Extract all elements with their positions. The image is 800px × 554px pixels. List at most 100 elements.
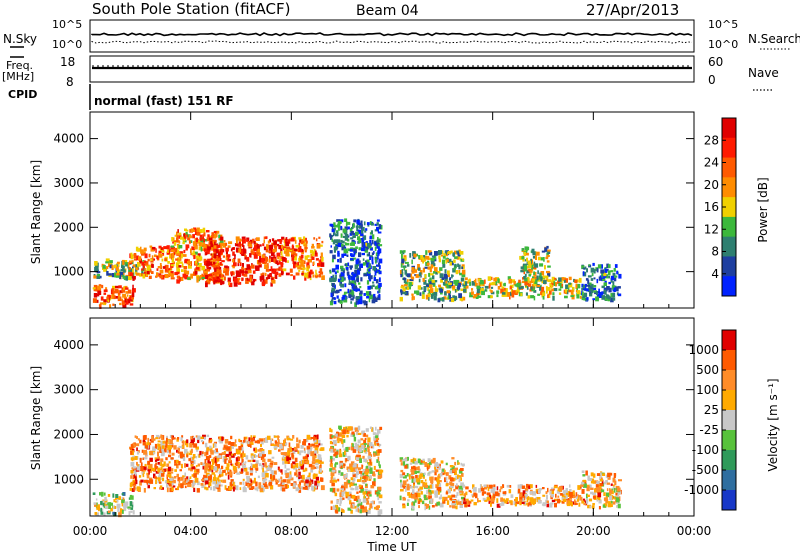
power-cell-r8 bbox=[545, 286, 548, 291]
velocity-cell-r2 bbox=[370, 501, 374, 505]
velocity-cell-r4 bbox=[562, 498, 567, 502]
power-cell-r6 bbox=[373, 276, 376, 281]
velocity-cell-r4 bbox=[561, 500, 565, 504]
velocity-cell-r0 bbox=[115, 494, 119, 499]
power-cell-r4 bbox=[215, 249, 219, 254]
power-cell-r9 bbox=[537, 251, 540, 256]
power-cell-r7 bbox=[425, 294, 429, 300]
velocity-cell-r1 bbox=[211, 459, 214, 462]
power-cell-r2 bbox=[149, 245, 153, 248]
power-cell-r9 bbox=[534, 279, 538, 284]
power-cell-r6 bbox=[353, 219, 357, 223]
power-cell-r5 bbox=[287, 260, 289, 263]
velocity-cell-r1 bbox=[215, 462, 218, 467]
velocity-cell-r1 bbox=[143, 479, 147, 483]
power-cell-r10 bbox=[593, 285, 597, 288]
velocity-cell-r1 bbox=[190, 456, 193, 462]
velocity-cell-r1 bbox=[179, 451, 183, 456]
velocity-cell-r2 bbox=[329, 480, 334, 483]
velocity-cell-r4 bbox=[472, 484, 475, 489]
velocity-cell-r2 bbox=[355, 508, 360, 512]
nsky-label: N.Sky bbox=[3, 32, 37, 46]
power-cell-r3 bbox=[207, 234, 210, 238]
velocity-cell-r3 bbox=[413, 492, 417, 495]
velocity-cell-r1 bbox=[228, 460, 232, 464]
velocity-cell-r2 bbox=[343, 465, 346, 469]
power-cell-r4 bbox=[239, 262, 242, 267]
velocity-cell-r1 bbox=[206, 434, 210, 437]
velocity-cell-r3 bbox=[430, 459, 435, 464]
power-cell-r6 bbox=[333, 222, 336, 226]
velocity-cell-r1 bbox=[204, 477, 209, 482]
velocity-cell-r2 bbox=[359, 458, 362, 463]
power-cell-r8 bbox=[464, 281, 468, 286]
power-cell-r3 bbox=[211, 253, 213, 259]
velocity-cell-r0 bbox=[100, 501, 103, 506]
power-cell-r5 bbox=[292, 252, 296, 256]
velocity-cell-r1 bbox=[255, 460, 259, 465]
velocity-cell-r4 bbox=[496, 486, 499, 491]
velocity-cell-r2 bbox=[334, 463, 337, 468]
velocity-cell-r5 bbox=[603, 492, 606, 496]
velocity-cell-r2 bbox=[376, 459, 379, 463]
power-cell-r3 bbox=[185, 229, 189, 232]
power-cell-r4 bbox=[256, 244, 259, 247]
velocity-cell-r1 bbox=[243, 437, 246, 442]
power-cell-r7 bbox=[439, 273, 444, 278]
power-cell-r4 bbox=[267, 274, 271, 279]
power-cell-r4 bbox=[219, 273, 222, 278]
power-cell-r0 bbox=[99, 302, 104, 305]
velocity-colorbar-label: Velocity [m s⁻¹] bbox=[766, 378, 780, 471]
power-cell-r5 bbox=[321, 240, 324, 244]
power-cell-r6 bbox=[344, 218, 348, 222]
velocity-cell-r3 bbox=[436, 501, 440, 506]
power-cell-r8 bbox=[501, 286, 505, 289]
velocity-cell-r2 bbox=[350, 477, 354, 481]
velocity-cell-r4 bbox=[465, 498, 469, 502]
velocity-cell-r1 bbox=[320, 485, 325, 491]
power-cell-r9 bbox=[547, 273, 550, 277]
power-cell-r2 bbox=[148, 253, 151, 258]
power-cell-r3 bbox=[196, 232, 201, 236]
power-cell-r7 bbox=[461, 266, 464, 269]
velocity-cell-r1 bbox=[248, 467, 251, 470]
velocity-cell-r3 bbox=[440, 460, 444, 464]
power-cell-r6 bbox=[355, 296, 358, 300]
velocity-cell-r2 bbox=[350, 445, 353, 451]
velocity-cell-r0 bbox=[121, 502, 125, 507]
velocity-cell-r3 bbox=[458, 485, 463, 490]
power-cell-r0 bbox=[107, 294, 111, 299]
velocity-cell-r5 bbox=[596, 473, 601, 476]
velocity-cell-r1 bbox=[203, 474, 206, 480]
power-cell-r6 bbox=[330, 235, 333, 240]
power-cell-r6 bbox=[378, 253, 380, 256]
velocity-cell-r4 bbox=[483, 484, 487, 487]
velocity-cell-r1 bbox=[192, 481, 196, 485]
power-cell-r4 bbox=[232, 251, 235, 256]
velocity-cell-r1 bbox=[296, 437, 299, 443]
power-cell-r4 bbox=[213, 260, 216, 264]
velocity-cell-r4 bbox=[537, 499, 541, 504]
power-cell-r8 bbox=[552, 296, 555, 301]
power-cell-r5 bbox=[308, 258, 312, 263]
velocity-cell-r1 bbox=[189, 450, 192, 454]
power-cell-r6 bbox=[354, 280, 356, 283]
power-cell-r3 bbox=[211, 232, 214, 236]
power-cell-r6 bbox=[337, 289, 340, 293]
velocity-cell-r3 bbox=[439, 473, 443, 477]
velocity-cell-r4 bbox=[475, 493, 478, 499]
power-cell-r5 bbox=[295, 262, 299, 268]
power-cell-r3 bbox=[179, 277, 181, 282]
power-cell-r6 bbox=[346, 221, 351, 225]
power-cell-r2 bbox=[132, 276, 136, 280]
velocity-cell-r4 bbox=[499, 503, 503, 507]
power-cell-r5 bbox=[280, 261, 283, 267]
velocity-cell-r2 bbox=[369, 459, 372, 464]
velocity-cell-r1 bbox=[316, 480, 320, 484]
velocity-cell-r1 bbox=[254, 487, 259, 491]
power-cell-r9 bbox=[526, 257, 528, 262]
velocity-cell-r3 bbox=[430, 479, 434, 484]
freq-panel-frame bbox=[89, 55, 695, 83]
velocity-cell-r1 bbox=[281, 482, 285, 485]
power-cell-r5 bbox=[299, 256, 303, 261]
